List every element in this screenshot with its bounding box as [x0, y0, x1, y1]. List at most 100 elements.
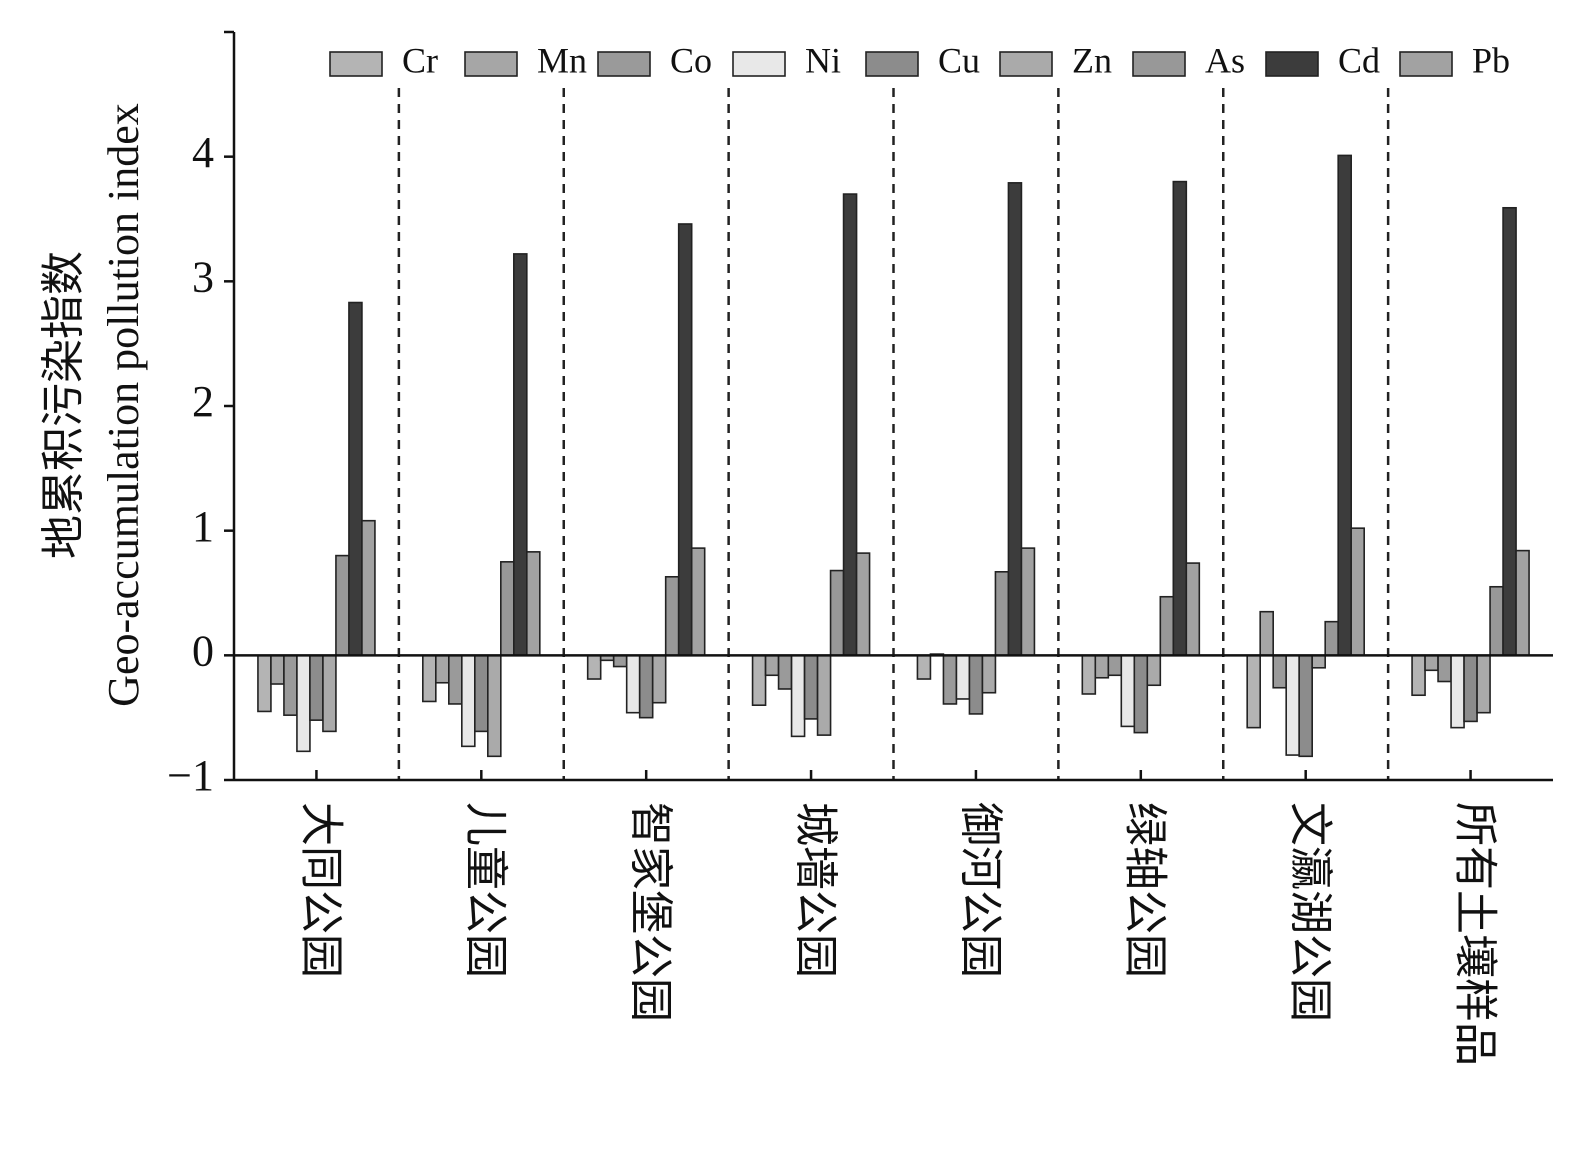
y-tick-label: 3: [192, 252, 214, 301]
bar-pb: [526, 551, 541, 657]
category-label: 绿轴公园: [1121, 802, 1170, 978]
legend-label-ni: Ni: [805, 40, 841, 80]
bar-cd: [677, 223, 693, 657]
bar-as: [994, 571, 1010, 657]
group-separators: [397, 88, 1390, 780]
bar-co: [612, 654, 628, 668]
bars: [257, 154, 1530, 758]
category-label: 智家堡公园: [626, 802, 675, 1022]
legend-label-cd: Cd: [1338, 40, 1380, 80]
category-label: 城墙公园: [791, 802, 840, 978]
bar-cd: [842, 193, 858, 657]
legend-swatch-ni: [732, 51, 786, 77]
legend-swatch-co: [597, 51, 651, 77]
bar-as: [664, 575, 680, 657]
legend-label-mn: Mn: [537, 40, 587, 80]
bar-mn: [1424, 654, 1439, 672]
bar-ni: [790, 654, 806, 738]
y-tick-label: 0: [192, 626, 214, 675]
bar-cr: [1246, 654, 1261, 729]
bar-co: [448, 654, 463, 705]
bar-mn: [435, 654, 450, 684]
bar-pb: [855, 552, 871, 657]
y-tick-label: 2: [192, 377, 214, 426]
bar-cu: [309, 654, 324, 721]
bar-cd: [513, 253, 528, 657]
legend-swatch-pb: [1399, 51, 1453, 77]
category-label: 御河公园: [956, 802, 1005, 978]
legend-label-cr: Cr: [402, 40, 438, 80]
legend-swatch-cr: [329, 51, 383, 77]
category-label: 儿童公园: [461, 802, 510, 978]
category-labels: 大同公园 儿童公园 智家堡公园 城墙公园 御河公园 绿轴公园 文瀛湖公园 所有土壤样品: [296, 802, 1499, 1066]
bar-zn: [1311, 654, 1326, 669]
bar-cr: [751, 654, 767, 706]
bar-ni: [461, 654, 476, 748]
legend-label-cu: Cu: [938, 40, 980, 80]
bar-ni: [296, 654, 311, 753]
y-axis-title-chinese: 地累积污染指数: [39, 251, 88, 559]
bar-cr: [916, 654, 932, 680]
bar-zn: [1476, 654, 1491, 714]
bar-cd: [1502, 206, 1517, 657]
legend-label-as: As: [1205, 40, 1245, 80]
bar-mn: [270, 654, 285, 685]
bar-cu: [638, 654, 654, 719]
bar-cu: [1463, 654, 1478, 723]
bar-zn: [651, 654, 667, 704]
bar-mn: [1094, 654, 1110, 679]
bar-cu: [1298, 654, 1313, 758]
bar-zn: [816, 654, 832, 736]
bar-pb: [361, 519, 376, 657]
bar-pb: [1020, 547, 1036, 657]
y-tick-label: −1: [167, 751, 214, 800]
bar-as: [829, 569, 845, 657]
bar-ni: [1120, 654, 1136, 728]
legend-swatch-as: [1132, 51, 1186, 77]
bar-co: [777, 654, 793, 690]
bar-cr: [422, 654, 437, 703]
bar-co: [1272, 654, 1287, 689]
legend-label-pb: Pb: [1472, 40, 1510, 80]
bar-pb: [1515, 549, 1530, 657]
bar-co: [1107, 654, 1123, 677]
bar-mn: [1259, 610, 1274, 657]
bar-cu: [968, 654, 984, 715]
bar-cr: [1081, 654, 1097, 695]
bar-cd: [1172, 180, 1188, 657]
legend-swatch-cd: [1265, 51, 1319, 77]
legend-label-zn: Zn: [1072, 40, 1112, 80]
bar-zn: [1146, 654, 1162, 687]
bar-zn: [981, 654, 997, 694]
bar-cu: [474, 654, 489, 733]
legend-label-co: Co: [670, 40, 712, 80]
bar-pb: [1185, 562, 1201, 657]
legend: Cr Mn Co Ni Cu Zn As Cd Pb: [329, 40, 1510, 80]
bar-mn: [764, 654, 780, 677]
bar-pb: [690, 547, 706, 657]
bar-co: [1437, 654, 1452, 683]
bar-cd: [348, 301, 363, 657]
category-label: 大同公园: [296, 802, 345, 978]
bar-cd: [1007, 182, 1023, 657]
bar-ni: [955, 654, 971, 700]
legend-swatch-cu: [865, 51, 919, 77]
bar-ni: [625, 654, 641, 714]
bar-cr: [1411, 654, 1426, 697]
category-label: 所有土壤样品: [1450, 802, 1499, 1066]
bar-ni: [1450, 654, 1465, 729]
y-tick-label: 4: [192, 128, 214, 177]
y-axis-title-english: Geo-accumulation pollution index: [99, 103, 148, 707]
bar-ni: [1285, 654, 1300, 756]
bar-co: [283, 654, 298, 716]
y-tick-label: 1: [192, 502, 214, 551]
legend-swatch-mn: [464, 51, 518, 77]
y-ticks: −1 0 1 2 3 4: [167, 30, 234, 800]
bar-pb: [1350, 527, 1365, 657]
bar-cr: [586, 654, 602, 680]
bar-cu: [803, 654, 819, 720]
bar-cd: [1337, 154, 1352, 657]
bar-as: [1489, 585, 1504, 657]
